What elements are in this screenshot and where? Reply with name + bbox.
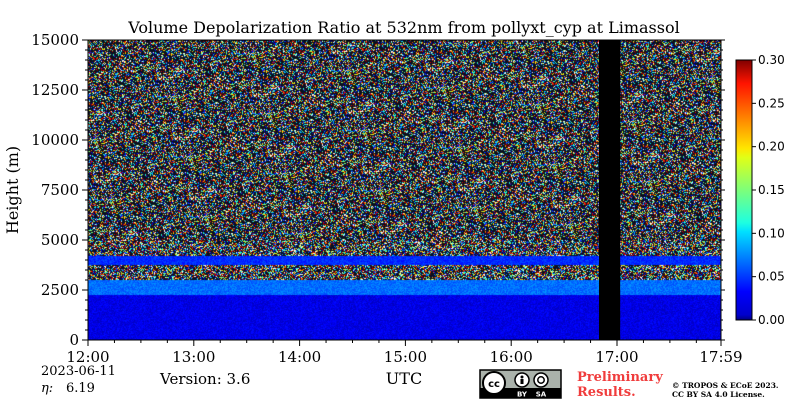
colorbar-tick-label: 0.00 bbox=[758, 313, 785, 327]
preliminary-label-line2: Results. bbox=[577, 385, 636, 400]
colorbar-tick-label: 0.10 bbox=[758, 226, 785, 240]
x-tick-label: 17:59 bbox=[699, 348, 742, 366]
x-axis-label: UTC bbox=[386, 369, 422, 388]
cc-license-badge: cc BY SA bbox=[479, 369, 562, 399]
cc-badge-text: cc bbox=[488, 379, 500, 390]
colorbar-ticks: 0.00 0.05 0.10 0.15 0.20 0.25 0.30 bbox=[752, 53, 785, 327]
cc-icon bbox=[482, 371, 506, 395]
colorbar-tick-label: 0.20 bbox=[758, 140, 785, 154]
sa-badge-text: SA bbox=[536, 391, 547, 399]
x-axis: 12:00 13:00 14:00 15:00 16:00 17:00 17:59 bbox=[66, 340, 743, 366]
colorbar bbox=[735, 59, 753, 321]
colorbar-tick-label: 0.30 bbox=[758, 53, 785, 67]
y-tick-label: 2500 bbox=[41, 281, 79, 299]
x-tick-label: 15:00 bbox=[384, 348, 427, 366]
y-axis-label: Height (m) bbox=[3, 146, 22, 234]
y-tick-label: 15000 bbox=[31, 31, 79, 49]
copyright-line2: CC BY SA 4.0 License. bbox=[672, 390, 765, 399]
by-badge-text: BY bbox=[517, 391, 528, 399]
x-tick-label: 14:00 bbox=[278, 348, 321, 366]
copyright-line1: © TROPOS & ECoE 2023. bbox=[672, 381, 779, 390]
colorbar-tick-label: 0.25 bbox=[758, 96, 785, 110]
sa-icon bbox=[533, 372, 549, 388]
y-tick-label: 0 bbox=[69, 331, 79, 349]
y-tick-label: 10000 bbox=[31, 131, 79, 149]
x-tick-label: 17:00 bbox=[595, 348, 638, 366]
version-label: Version: 3.6 bbox=[159, 370, 250, 388]
x-tick-label: 13:00 bbox=[172, 348, 215, 366]
colorbar-tick-label: 0.15 bbox=[758, 183, 785, 197]
y-tick-label: 5000 bbox=[41, 231, 79, 249]
data-gap bbox=[599, 40, 621, 340]
y-axis: 0 2500 5000 7500 10000 12500 15000 bbox=[31, 31, 725, 349]
chart-title: Volume Depolarization Ratio at 532nm fro… bbox=[127, 18, 679, 37]
date-label: 2023-06-11 bbox=[41, 364, 116, 379]
y-tick-label: 7500 bbox=[41, 181, 79, 199]
x-tick-label: 12:00 bbox=[66, 348, 109, 366]
preliminary-label-line1: Preliminary bbox=[577, 370, 663, 385]
y-tick-label: 12500 bbox=[31, 81, 79, 99]
colorbar-tick-label: 0.05 bbox=[758, 270, 785, 284]
depolarization-heatmap bbox=[88, 40, 721, 340]
eta-value: 6.19 bbox=[66, 381, 95, 396]
x-tick-label: 16:00 bbox=[490, 348, 533, 366]
plot-area bbox=[88, 40, 721, 340]
eta-label: η: bbox=[41, 381, 53, 396]
